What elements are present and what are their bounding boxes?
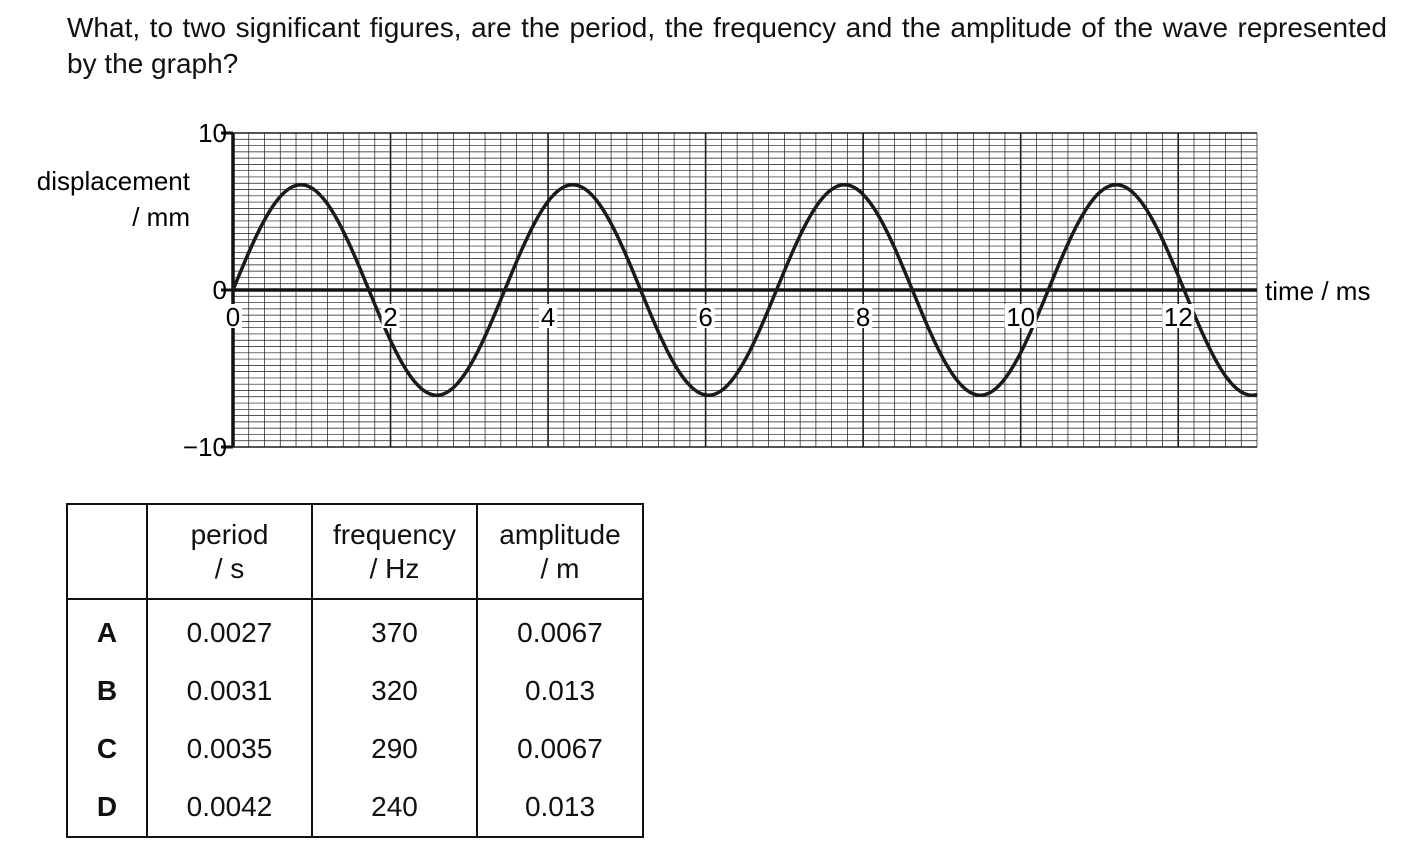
x-tick-label: 0 [226,302,240,332]
amplitude-cell: 0.013 [476,662,643,720]
y-tick-label: −10 [183,432,227,462]
amplitude-cell: 0.013 [476,778,643,837]
frequency-cell: 290 [311,720,477,778]
period-cell: 0.0031 [146,662,312,720]
header-amplitude-unit: / m [540,552,580,584]
header-period: period / s [146,504,312,600]
table-row-c[interactable]: C 0.0035 290 0.0067 [67,720,643,778]
header-amplitude: amplitude / m [476,504,643,600]
period-cell: 0.0042 [146,778,312,837]
frequency-cell: 320 [311,662,477,720]
x-tick-label-bg [539,304,558,328]
x-tick-label-bg [1162,304,1195,328]
axes [221,131,1257,449]
option-key: A [96,617,118,648]
wave-chart: displacement / mm time / ms 10 0 −10 0 2 4 6 8… [37,118,1371,462]
period-cell: 0.0027 [146,599,312,662]
x-tick-labels: 0 2 4 6 8 10 12 [224,302,1195,332]
question-text: What, to two significant figures, are th… [67,12,1387,79]
frequency-cell: 240 [311,778,477,837]
x-tick-label: 8 [856,302,870,332]
x-tick-label: 4 [541,302,555,332]
amplitude-cell: 0.0067 [476,599,643,662]
y-tick-label: 10 [198,118,227,148]
wave-line [231,183,1258,397]
answer-table: period / s frequency / Hz amplitude / m … [66,503,644,838]
header-period-unit: / s [214,552,245,584]
table-row-d[interactable]: D 0.0042 240 0.013 [67,778,643,837]
frequency-cell: 370 [311,599,477,662]
header-period-name: period [190,518,269,550]
option-key: C [96,733,118,764]
y-tick-label: 0 [213,275,227,305]
x-axis-label: time / ms [1265,276,1370,306]
x-tick-label: 12 [1164,302,1193,332]
y-tick-labels: 10 0 −10 [183,118,227,462]
option-key: B [96,675,118,706]
period-cell: 0.0035 [146,720,312,778]
y-axis-unit: / mm [132,202,190,232]
x-tick-label: 2 [383,302,397,332]
header-frequency: frequency / Hz [311,504,477,600]
amplitude-cell: 0.0067 [476,720,643,778]
x-tick-label-bg [381,304,400,328]
table-row-a[interactable]: A 0.0027 370 0.0067 [67,599,643,662]
x-tick-label-bg [854,304,873,328]
option-key: D [96,791,118,822]
x-tick-label: 10 [1006,302,1035,332]
x-tick-label-bg [696,304,715,328]
table-header-row: period / s frequency / Hz amplitude / m [67,504,643,600]
header-amplitude-name: amplitude [499,518,621,550]
table-row-b[interactable]: B 0.0031 320 0.013 [67,662,643,720]
x-tick-label-bg [224,304,242,328]
header-frequency-name: frequency [333,518,456,550]
header-key [67,504,147,600]
x-tick-label-bg [1004,304,1037,328]
header-frequency-unit: / Hz [369,552,420,584]
x-tick-label: 6 [698,302,712,332]
y-axis-label: displacement [37,166,191,196]
